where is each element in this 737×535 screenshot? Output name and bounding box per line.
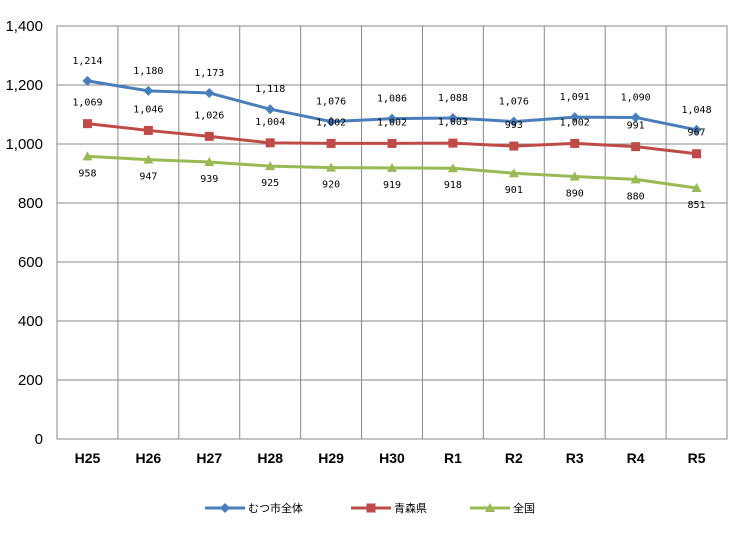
x-tick-label: H25 (75, 450, 101, 466)
data-label: 947 (139, 172, 157, 183)
data-label: 901 (505, 185, 523, 196)
data-label: 1,002 (377, 117, 407, 128)
data-label: 993 (505, 120, 523, 131)
x-tick-label: H26 (136, 450, 162, 466)
grid-lines (56, 25, 728, 440)
data-point (447, 163, 458, 173)
y-tick-label: 0 (35, 431, 43, 448)
data-label: 1,214 (72, 56, 102, 67)
data-point (387, 113, 397, 124)
x-tick-label: H27 (196, 450, 222, 466)
data-point (447, 113, 458, 124)
y-tick-label: 1,400 (5, 18, 43, 35)
data-point (143, 85, 154, 96)
y-tick-label: 400 (18, 313, 43, 330)
data-point (509, 141, 519, 151)
data-point (630, 112, 641, 123)
data-point (691, 124, 702, 135)
data-label: 920 (322, 180, 340, 191)
legend-marker (485, 503, 495, 512)
data-label: 851 (688, 200, 706, 211)
x-tick-label: R2 (505, 450, 523, 466)
legend: むつ市全体 青森県 全国 (205, 501, 535, 515)
legend-marker (220, 503, 230, 513)
data-label: 1,026 (194, 110, 224, 121)
data-point (326, 162, 337, 172)
data-point (265, 104, 276, 115)
data-label: 1,180 (133, 66, 163, 77)
data-point (265, 138, 275, 148)
data-point (630, 174, 641, 184)
x-axis: H25 H26 H27 H28 H29 H30 R1 R2 R3 R4 R5 (75, 450, 706, 466)
data-point (569, 112, 580, 123)
data-point (326, 116, 337, 127)
x-tick-label: R5 (688, 450, 706, 466)
data-label: 1,091 (560, 92, 590, 103)
data-label: 1,173 (194, 68, 224, 79)
y-tick-label: 800 (18, 195, 43, 212)
x-tick-label: R1 (444, 450, 462, 466)
y-tick-label: 1,200 (5, 77, 43, 94)
data-point (508, 168, 519, 178)
data-point (569, 171, 580, 181)
legend-label: 全国 (513, 501, 535, 515)
x-tick-label: H30 (379, 450, 405, 466)
data-label: 880 (627, 191, 645, 202)
data-point (387, 162, 397, 172)
y-tick-label: 1,000 (5, 136, 43, 153)
data-point (204, 87, 215, 98)
data-label: 1,076 (499, 97, 529, 108)
x-tick-label: R3 (566, 450, 584, 466)
data-label: 1,076 (316, 97, 346, 108)
plot-area-border (56, 25, 728, 440)
data-point (82, 151, 93, 161)
data-label: 1,004 (255, 117, 285, 128)
data-label: 918 (444, 180, 462, 191)
y-axis: 0 200 400 600 800 1,000 1,200 1,400 (5, 18, 43, 448)
data-label: 991 (627, 121, 645, 132)
data-label: 1,118 (255, 84, 285, 95)
data-label: 958 (78, 168, 96, 179)
x-tick-label: R4 (627, 450, 645, 466)
legend-label: 青森県 (394, 501, 427, 515)
x-tick-label: H28 (257, 450, 283, 466)
data-label: 967 (688, 128, 706, 139)
data-label: 1,086 (377, 94, 407, 105)
data-label: 1,069 (72, 98, 102, 109)
data-label: 919 (383, 180, 401, 191)
data-labels: 1,214 1,180 1,173 1,118 1,076 1,086 1,088 1,076… (72, 56, 711, 211)
y-tick-label: 600 (18, 254, 43, 271)
data-point (204, 156, 215, 166)
series-lines (82, 75, 702, 192)
data-label: 1,003 (438, 117, 468, 128)
data-point (631, 142, 641, 152)
data-point (143, 154, 154, 164)
data-point (82, 119, 92, 129)
data-label: 1,088 (438, 93, 468, 104)
legend-label: むつ市全体 (248, 501, 303, 515)
legend-marker (366, 503, 376, 513)
data-point (692, 149, 702, 159)
data-point (508, 116, 519, 127)
data-point (448, 138, 458, 148)
data-label: 1,002 (316, 117, 346, 128)
data-label: 890 (566, 188, 584, 199)
data-label: 925 (261, 178, 279, 189)
data-point (387, 138, 397, 148)
data-label: 939 (200, 174, 218, 185)
data-point (143, 125, 153, 135)
data-point (82, 75, 93, 86)
data-label: 1,046 (133, 104, 163, 115)
data-label: 1,090 (621, 92, 651, 103)
data-label: 1,002 (560, 117, 590, 128)
data-point (204, 131, 214, 141)
y-tick-label: 200 (18, 372, 43, 389)
data-label: 1,048 (681, 105, 711, 116)
data-point (326, 138, 336, 148)
data-point (265, 161, 276, 171)
data-point (691, 182, 702, 192)
x-tick-label: H29 (318, 450, 344, 466)
data-point (570, 138, 580, 148)
